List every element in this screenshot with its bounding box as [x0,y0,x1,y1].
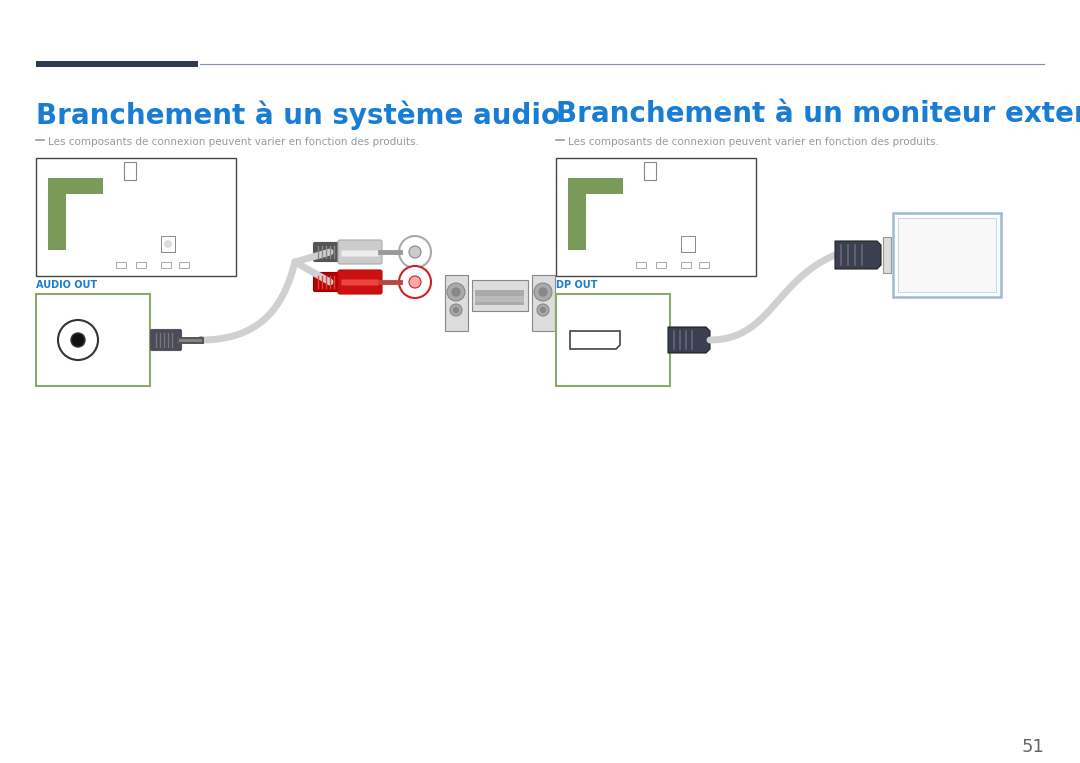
Circle shape [399,266,431,298]
FancyBboxPatch shape [475,296,524,302]
FancyBboxPatch shape [161,262,171,268]
Text: AUDIO OUT: AUDIO OUT [36,280,97,290]
Circle shape [534,283,552,301]
FancyBboxPatch shape [36,61,198,67]
Circle shape [540,307,545,313]
FancyBboxPatch shape [475,290,524,305]
FancyBboxPatch shape [472,279,527,311]
FancyBboxPatch shape [644,162,656,180]
FancyBboxPatch shape [897,218,996,292]
Circle shape [454,307,459,313]
Circle shape [447,283,465,301]
Text: DP OUT: DP OUT [556,280,597,290]
Text: Branchement à un système audio: Branchement à un système audio [36,100,561,130]
FancyBboxPatch shape [161,236,175,252]
FancyBboxPatch shape [893,213,1001,297]
Polygon shape [570,331,620,349]
Text: Les composants de connexion peuvent varier en fonction des produits.: Les composants de connexion peuvent vari… [48,137,419,147]
FancyBboxPatch shape [179,262,189,268]
Circle shape [409,276,421,288]
FancyBboxPatch shape [116,262,126,268]
Text: Branchement à un moniteur externe: Branchement à un moniteur externe [556,100,1080,128]
FancyBboxPatch shape [681,262,691,268]
FancyBboxPatch shape [48,178,66,250]
FancyBboxPatch shape [313,243,345,262]
FancyBboxPatch shape [445,275,468,330]
FancyBboxPatch shape [36,158,237,276]
FancyBboxPatch shape [656,262,666,268]
FancyBboxPatch shape [568,178,586,250]
FancyBboxPatch shape [568,178,623,194]
FancyBboxPatch shape [556,294,670,386]
Circle shape [399,236,431,268]
Circle shape [409,246,421,258]
Circle shape [71,333,85,347]
FancyBboxPatch shape [341,250,378,256]
FancyBboxPatch shape [556,158,756,276]
Circle shape [198,337,204,343]
Circle shape [58,320,98,360]
FancyBboxPatch shape [681,236,696,252]
FancyBboxPatch shape [124,162,136,180]
FancyBboxPatch shape [531,275,554,330]
FancyBboxPatch shape [150,330,181,350]
FancyBboxPatch shape [699,262,708,268]
FancyBboxPatch shape [48,178,103,194]
FancyBboxPatch shape [338,240,382,264]
Polygon shape [669,327,710,353]
Circle shape [450,304,462,316]
FancyBboxPatch shape [636,262,646,268]
FancyBboxPatch shape [136,262,146,268]
FancyBboxPatch shape [883,237,891,273]
Text: 51: 51 [1021,738,1044,756]
FancyBboxPatch shape [338,270,382,294]
FancyBboxPatch shape [313,272,345,291]
Circle shape [539,288,546,296]
Circle shape [537,304,549,316]
Polygon shape [835,241,881,269]
Circle shape [164,240,172,248]
FancyBboxPatch shape [341,279,378,285]
Circle shape [453,288,460,296]
Text: Les composants de connexion peuvent varier en fonction des produits.: Les composants de connexion peuvent vari… [568,137,939,147]
FancyBboxPatch shape [36,294,150,386]
